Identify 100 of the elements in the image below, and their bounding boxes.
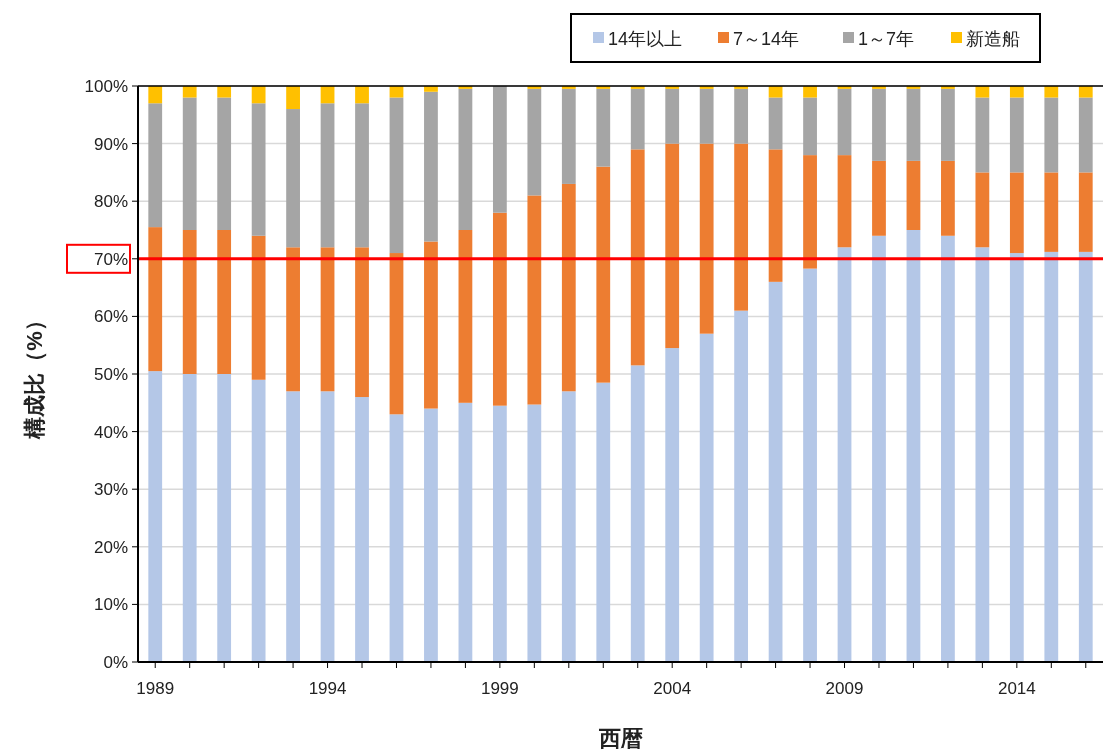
bar [182, 230, 197, 374]
bar [1044, 97, 1059, 173]
y-tick-label: 100% [84, 77, 128, 96]
bar [458, 230, 473, 403]
bar [320, 247, 335, 392]
bar [148, 86, 163, 104]
bar [389, 86, 404, 98]
bar [217, 97, 232, 230]
bar [1009, 86, 1024, 98]
bar [389, 97, 404, 254]
bar [286, 109, 300, 248]
bar [734, 310, 749, 662]
x-tick-label: 1999 [480, 679, 519, 698]
bar [1078, 251, 1093, 662]
y-tick-label: 40% [93, 422, 128, 442]
bar [251, 86, 266, 104]
bar [527, 404, 542, 662]
bar [630, 149, 645, 366]
bar [561, 391, 576, 662]
bar [251, 103, 266, 236]
bar [803, 268, 817, 662]
bar [768, 149, 783, 282]
y-tick-label: 90% [93, 134, 128, 154]
bar [251, 235, 266, 380]
bar [975, 86, 990, 98]
bar [389, 414, 404, 662]
bar [286, 391, 300, 662]
bar [1009, 253, 1024, 662]
bar [1078, 172, 1093, 252]
bar [975, 97, 990, 173]
bar [424, 241, 438, 409]
x-axis-title: 西暦 [597, 726, 643, 751]
bar [424, 91, 438, 242]
bar [699, 143, 714, 334]
bar [596, 382, 611, 662]
bar [837, 88, 852, 156]
bar [596, 166, 611, 383]
bar [424, 408, 438, 662]
x-tick-label: 2004 [653, 679, 692, 698]
y-tick-label: 70% [93, 249, 128, 269]
bar [596, 88, 611, 167]
bar [320, 391, 335, 662]
bar [803, 97, 817, 156]
y-tick-label: 10% [93, 595, 128, 615]
bar [872, 160, 886, 236]
bar [1078, 97, 1093, 173]
bar [355, 86, 369, 104]
bar [182, 97, 197, 230]
bar [1078, 86, 1093, 98]
legend-label: 1～7年 [858, 29, 915, 49]
bar [975, 172, 990, 248]
bar [768, 281, 783, 662]
x-tick-label: 2009 [825, 679, 864, 698]
bar [941, 235, 955, 662]
bar [458, 88, 473, 230]
bar [699, 88, 714, 144]
bar [906, 88, 921, 161]
legend-label: 新造船 [966, 29, 1020, 49]
bar [561, 183, 576, 392]
bar [182, 374, 197, 662]
bar [286, 86, 300, 110]
y-tick-label: 0% [103, 653, 128, 672]
bar [492, 212, 507, 406]
bar [975, 247, 990, 662]
bar [768, 97, 783, 150]
x-tick-label: 1994 [308, 679, 347, 698]
bar [837, 155, 852, 248]
bar [148, 227, 163, 372]
y-tick-label: 50% [93, 365, 128, 384]
bar [148, 103, 163, 228]
legend-label: 14年以上 [608, 29, 683, 49]
bar [803, 155, 817, 269]
bar [492, 86, 507, 213]
bar [665, 88, 680, 144]
bar [355, 103, 369, 248]
bar [699, 333, 714, 662]
bar [355, 397, 369, 662]
bar [492, 405, 507, 662]
bar [561, 88, 576, 184]
x-tick-label: 1989 [136, 679, 175, 698]
y-axis-title: 構成比（%） [22, 309, 47, 440]
bar [872, 88, 886, 161]
y-tick-label: 80% [93, 192, 128, 212]
bar [1009, 97, 1024, 173]
bar [734, 88, 749, 144]
bar [906, 230, 921, 662]
bar [665, 143, 680, 349]
bar [217, 230, 232, 374]
y-tick-label: 30% [93, 480, 128, 500]
bar [906, 160, 921, 230]
bar [768, 86, 783, 98]
legend-label: 7～14年 [733, 29, 800, 49]
bar [355, 247, 369, 398]
y-tick-label: 20% [93, 537, 128, 557]
bar [734, 143, 749, 311]
x-tick-label: 2014 [997, 679, 1036, 698]
bar [320, 103, 335, 248]
bar [630, 365, 645, 662]
bar [803, 86, 817, 98]
bar [1044, 86, 1059, 98]
